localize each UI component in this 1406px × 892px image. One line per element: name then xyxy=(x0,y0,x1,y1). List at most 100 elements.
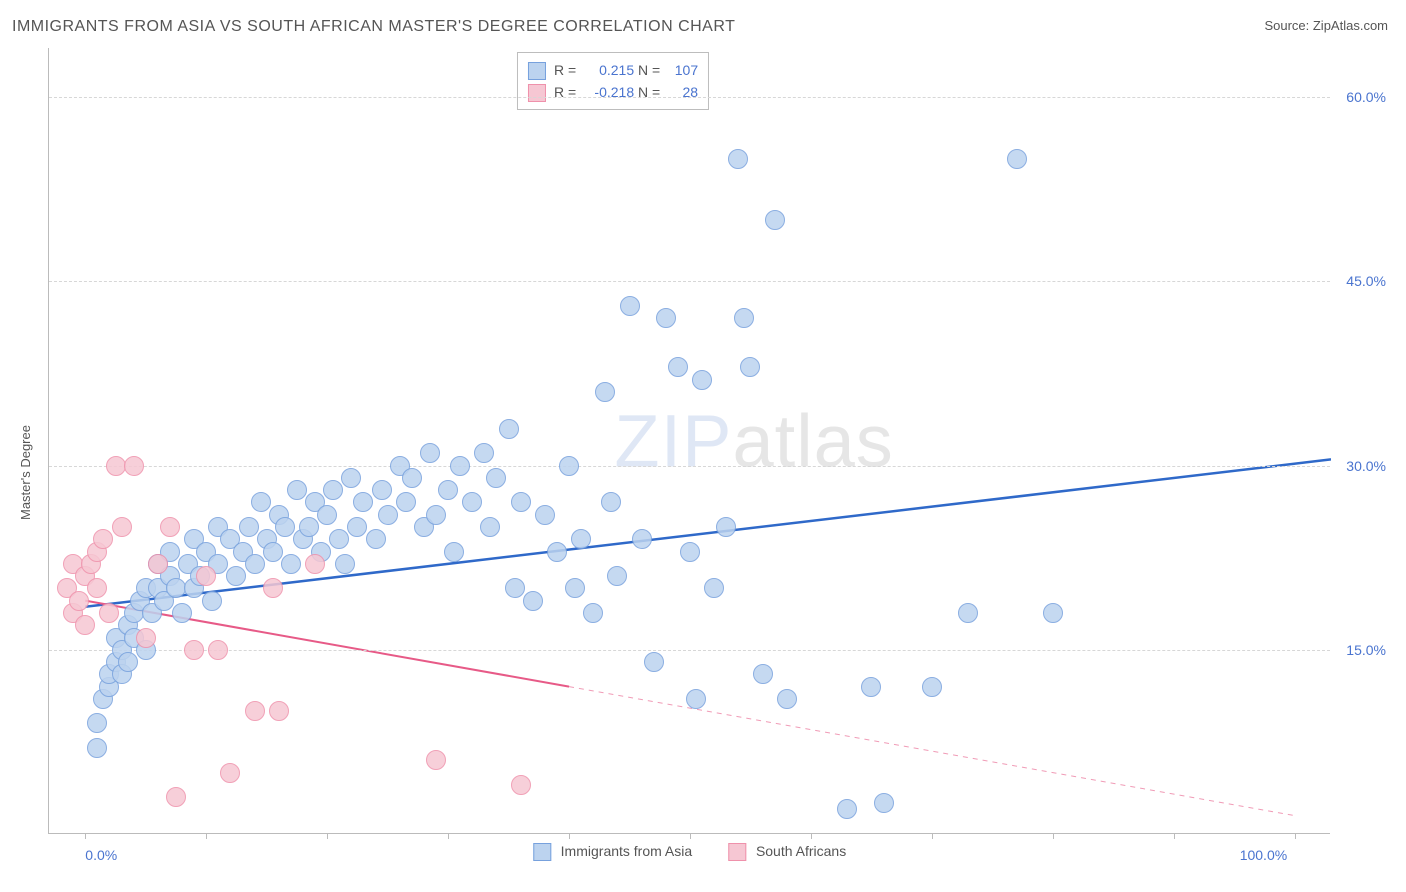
x-tick xyxy=(690,833,691,839)
chart-plot-area: ZIPatlas R = 0.215 N = 107R = -0.218 N =… xyxy=(48,48,1330,834)
data-point xyxy=(438,480,458,500)
regression-lines xyxy=(49,48,1331,834)
legend-swatch-asia xyxy=(533,843,551,861)
stats-n-value: 28 xyxy=(664,81,698,103)
data-point xyxy=(378,505,398,525)
stats-r-value: 0.215 xyxy=(580,59,634,81)
stats-n-label: N = xyxy=(638,62,664,78)
data-point xyxy=(777,689,797,709)
data-point xyxy=(765,210,785,230)
data-point xyxy=(305,554,325,574)
data-point xyxy=(251,492,271,512)
data-point xyxy=(511,775,531,795)
data-point xyxy=(420,443,440,463)
data-point xyxy=(505,578,525,598)
data-point xyxy=(402,468,422,488)
chart-title: IMMIGRANTS FROM ASIA VS SOUTH AFRICAN MA… xyxy=(12,18,735,36)
stats-r-label: R = xyxy=(554,62,580,78)
data-point xyxy=(620,296,640,316)
data-point xyxy=(347,517,367,537)
data-point xyxy=(668,357,688,377)
data-point xyxy=(565,578,585,598)
x-tick-label: 0.0% xyxy=(85,847,117,863)
data-point xyxy=(734,308,754,328)
data-point xyxy=(372,480,392,500)
legend-swatch-sa xyxy=(728,843,746,861)
data-point xyxy=(837,799,857,819)
watermark: ZIPatlas xyxy=(614,399,893,484)
data-point xyxy=(341,468,361,488)
data-point xyxy=(547,542,567,562)
stats-swatch xyxy=(528,84,546,102)
data-point xyxy=(583,603,603,623)
watermark-rest: atlas xyxy=(733,400,894,483)
data-point xyxy=(93,529,113,549)
data-point xyxy=(87,578,107,598)
data-point xyxy=(184,640,204,660)
data-point xyxy=(245,701,265,721)
data-point xyxy=(396,492,416,512)
data-point xyxy=(426,505,446,525)
x-tick-label: 100.0% xyxy=(1240,847,1287,863)
legend-item-asia: Immigrants from Asia xyxy=(533,843,692,861)
data-point xyxy=(69,591,89,611)
data-point xyxy=(535,505,555,525)
stats-legend-row: R = -0.218 N = 28 xyxy=(528,81,698,103)
legend-label-sa: South Africans xyxy=(756,843,846,859)
gridline xyxy=(49,650,1330,651)
data-point xyxy=(1043,603,1063,623)
x-tick xyxy=(1174,833,1175,839)
data-point xyxy=(480,517,500,537)
gridline xyxy=(49,97,1330,98)
data-point xyxy=(686,689,706,709)
x-tick xyxy=(448,833,449,839)
legend-label-asia: Immigrants from Asia xyxy=(561,843,692,859)
data-point xyxy=(740,357,760,377)
data-point xyxy=(226,566,246,586)
stats-legend-row: R = 0.215 N = 107 xyxy=(528,59,698,81)
source-attribution: Source: ZipAtlas.com xyxy=(1264,18,1388,33)
y-tick-label: 60.0% xyxy=(1346,89,1386,105)
data-point xyxy=(1007,149,1027,169)
data-point xyxy=(450,456,470,476)
data-point xyxy=(607,566,627,586)
data-point xyxy=(124,456,144,476)
stats-r-value: -0.218 xyxy=(580,81,634,103)
data-point xyxy=(323,480,343,500)
data-point xyxy=(559,456,579,476)
data-point xyxy=(99,603,119,623)
data-point xyxy=(160,517,180,537)
data-point xyxy=(753,664,773,684)
data-point xyxy=(861,677,881,697)
data-point xyxy=(106,456,126,476)
y-axis-label: Master's Degree xyxy=(18,425,33,520)
stats-legend: R = 0.215 N = 107R = -0.218 N = 28 xyxy=(517,52,709,110)
data-point xyxy=(601,492,621,512)
data-point xyxy=(595,382,615,402)
data-point xyxy=(656,308,676,328)
data-point xyxy=(571,529,591,549)
gridline xyxy=(49,281,1330,282)
data-point xyxy=(75,615,95,635)
data-point xyxy=(208,640,228,660)
series-legend: Immigrants from Asia South Africans xyxy=(517,843,862,861)
data-point xyxy=(922,677,942,697)
data-point xyxy=(511,492,531,512)
data-point xyxy=(263,542,283,562)
stats-swatch xyxy=(528,62,546,80)
x-tick xyxy=(85,833,86,839)
data-point xyxy=(136,628,156,648)
data-point xyxy=(474,443,494,463)
data-point xyxy=(118,652,138,672)
y-tick-label: 15.0% xyxy=(1346,642,1386,658)
data-point xyxy=(166,578,186,598)
data-point xyxy=(281,554,301,574)
data-point xyxy=(632,529,652,549)
data-point xyxy=(263,578,283,598)
data-point xyxy=(166,787,186,807)
data-point xyxy=(287,480,307,500)
data-point xyxy=(728,149,748,169)
data-point xyxy=(245,554,265,574)
legend-item-sa: South Africans xyxy=(728,843,846,861)
data-point xyxy=(220,763,240,783)
